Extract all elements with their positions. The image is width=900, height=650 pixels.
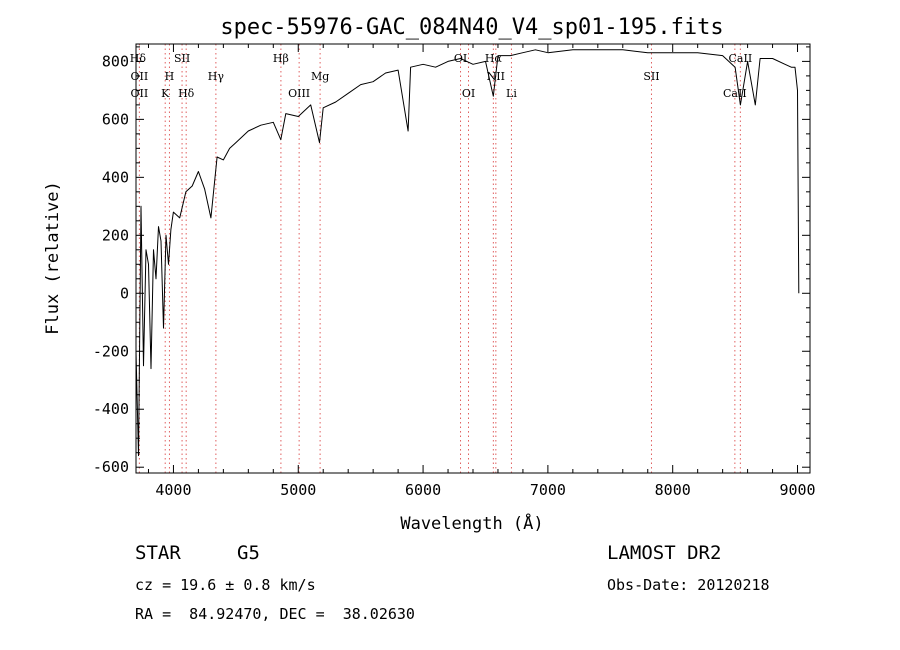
spectral-line-label: H	[165, 70, 175, 83]
y-tick-label: -200	[93, 342, 129, 360]
spectral-line-label: Hδ	[130, 52, 147, 65]
spectral-line-label: Hα	[485, 52, 503, 65]
y-tick-label: -600	[93, 458, 129, 476]
y-axis: -600 -400 -200 0 200 400 600 800	[93, 46, 810, 476]
spectral-line-label: SII	[174, 52, 190, 65]
x-tick-label: 6000	[405, 481, 441, 499]
spectrum-series	[135, 49, 800, 457]
coordinates: RA = 84.92470, DEC = 38.02630	[135, 605, 415, 623]
spectral-line-label: OI	[462, 87, 475, 100]
plot-frame	[135, 43, 811, 474]
x-axis-label: Wavelength (Å)	[400, 512, 543, 534]
object-class: STAR	[135, 542, 181, 564]
spectral-line-label: Hβ	[273, 52, 289, 65]
x-tick-label: 5000	[280, 481, 316, 499]
spectral-line-label: Hγ	[208, 70, 225, 83]
survey-name: LAMOST DR2	[607, 542, 722, 564]
spectral-line-label: Hδ	[178, 87, 195, 100]
y-tick-label: 800	[102, 52, 129, 70]
redshift-info: cz = 19.6 ± 0.8 km/s	[135, 576, 316, 594]
spectral-line-label: SII	[643, 70, 659, 83]
x-tick-label: 8000	[655, 481, 691, 499]
y-tick-label: 0	[120, 284, 129, 302]
spectral-line-label: K	[161, 87, 170, 100]
spectral-line-label: Li	[506, 87, 517, 100]
chart-title: spec-55976-GAC_084N40_V4_sp01-195.fits	[220, 15, 723, 40]
y-tick-label: 600	[102, 110, 129, 128]
spectral-line-label: NII	[487, 70, 505, 83]
x-axis: 4000 5000 6000 7000 8000 9000	[147, 44, 816, 499]
spectral-line-label: OII	[131, 70, 149, 83]
spectral-line-label: OIII	[288, 87, 310, 100]
spectral-line-label: Mg	[311, 70, 329, 83]
line-markers	[138, 44, 741, 473]
spectral-line-label: CaII	[729, 52, 753, 65]
spectral-line-label: CaII	[723, 87, 747, 100]
y-tick-label: 200	[102, 226, 129, 244]
spectral-line-label: OI	[454, 52, 467, 65]
x-tick-label: 7000	[530, 481, 566, 499]
x-tick-label: 9000	[779, 481, 815, 499]
obs-date: Obs-Date: 20120218	[607, 576, 770, 594]
y-tick-label: 400	[102, 168, 129, 186]
object-subclass: G5	[237, 542, 260, 564]
y-tick-label: -400	[93, 400, 129, 418]
y-axis-label: Flux (relative)	[43, 181, 63, 335]
spectral-line-label: OII	[131, 87, 149, 100]
x-tick-label: 4000	[155, 481, 191, 499]
spectrum-line	[135, 49, 800, 457]
